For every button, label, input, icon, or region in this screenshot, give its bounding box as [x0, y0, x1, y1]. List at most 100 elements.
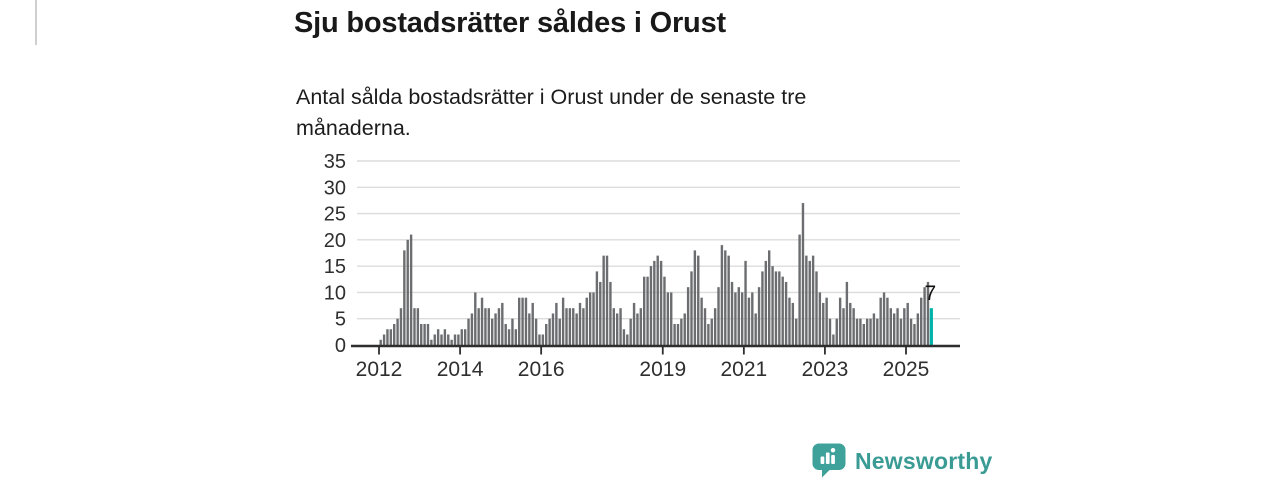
bar — [913, 323, 916, 345]
bar — [923, 287, 926, 345]
bar — [440, 334, 443, 345]
x-tick-label: 2012 — [356, 358, 403, 381]
y-tick-label: 15 — [324, 256, 346, 278]
bar — [916, 313, 920, 345]
bar — [872, 313, 876, 345]
bar — [815, 271, 818, 345]
bar — [666, 292, 670, 345]
bar — [622, 329, 626, 345]
left-edge-divider — [35, 0, 37, 45]
bar — [575, 313, 578, 345]
bar — [632, 302, 636, 345]
bar — [771, 266, 774, 345]
bar — [757, 287, 761, 345]
bar — [474, 292, 477, 345]
bar — [889, 308, 893, 345]
bar — [521, 297, 524, 345]
bar — [487, 308, 491, 345]
bar — [629, 318, 632, 345]
bar — [639, 308, 643, 345]
bar — [588, 292, 592, 345]
bar — [865, 318, 869, 345]
bar — [720, 245, 724, 345]
bar — [805, 255, 808, 345]
bar — [734, 292, 737, 345]
bar — [393, 323, 396, 345]
bar — [791, 302, 795, 345]
bar — [578, 302, 582, 345]
bar — [626, 334, 629, 345]
bar — [592, 292, 595, 345]
bar — [602, 255, 605, 345]
bar — [808, 260, 811, 345]
bar — [798, 234, 801, 345]
bar — [896, 308, 899, 345]
bar — [484, 308, 487, 345]
bar — [561, 297, 565, 345]
bar — [565, 308, 568, 345]
bar — [379, 339, 382, 345]
bar — [443, 329, 447, 345]
bar — [423, 323, 426, 345]
bar — [906, 302, 909, 345]
bar — [899, 318, 903, 345]
bar — [680, 318, 683, 345]
bar — [453, 334, 457, 345]
bar — [389, 329, 393, 345]
chart-subtitle-line1: Antal sålda bostadsrätter i Orust under … — [296, 85, 807, 109]
chart-title: Sju bostadsrätter såldes i Orust — [294, 7, 726, 39]
bar — [683, 313, 686, 345]
bar — [764, 260, 768, 345]
bar — [862, 323, 865, 345]
bar — [855, 318, 859, 345]
bar — [788, 297, 791, 345]
bar — [876, 318, 879, 345]
bar — [582, 308, 585, 345]
bar — [849, 302, 852, 345]
bar — [396, 318, 399, 345]
logo-exclamation-dot — [830, 448, 836, 453]
bar — [545, 323, 548, 345]
bar — [818, 292, 822, 345]
bar — [903, 308, 906, 345]
bar — [713, 308, 717, 345]
x-tick-label: 2016 — [518, 358, 565, 381]
bar — [504, 323, 507, 345]
bar — [382, 334, 386, 345]
bar — [710, 318, 713, 345]
x-tick-label: 2025 — [883, 358, 930, 381]
bar — [460, 329, 463, 345]
chart-subtitle: Antal sålda bostadsrätter i Orust under … — [296, 82, 806, 144]
highlight-value-label: 7 — [925, 282, 937, 305]
y-tick-label: 0 — [335, 335, 346, 357]
x-tick-label: 2023 — [802, 358, 849, 381]
logo-bar-tall — [825, 452, 830, 464]
highlight-bar — [929, 308, 933, 345]
bar — [751, 292, 754, 345]
bar — [538, 334, 541, 345]
bar — [761, 271, 764, 345]
bar — [697, 255, 700, 345]
bar — [859, 318, 862, 345]
bar — [406, 239, 409, 345]
bar — [717, 287, 720, 345]
bar — [825, 297, 828, 345]
bar — [659, 260, 663, 345]
y-tick-label: 35 — [324, 151, 346, 173]
bar — [436, 329, 440, 345]
bar — [555, 302, 558, 345]
bar — [409, 234, 413, 345]
bar — [609, 281, 612, 345]
y-tick-label: 5 — [335, 309, 346, 331]
bar — [416, 308, 420, 345]
bar — [541, 334, 545, 345]
bar — [599, 281, 602, 345]
bar — [497, 308, 501, 345]
bar — [490, 318, 494, 345]
bar — [845, 281, 849, 345]
bar — [822, 302, 825, 345]
bar — [828, 318, 832, 345]
bar — [670, 292, 673, 345]
logo-bar-small — [820, 456, 825, 464]
